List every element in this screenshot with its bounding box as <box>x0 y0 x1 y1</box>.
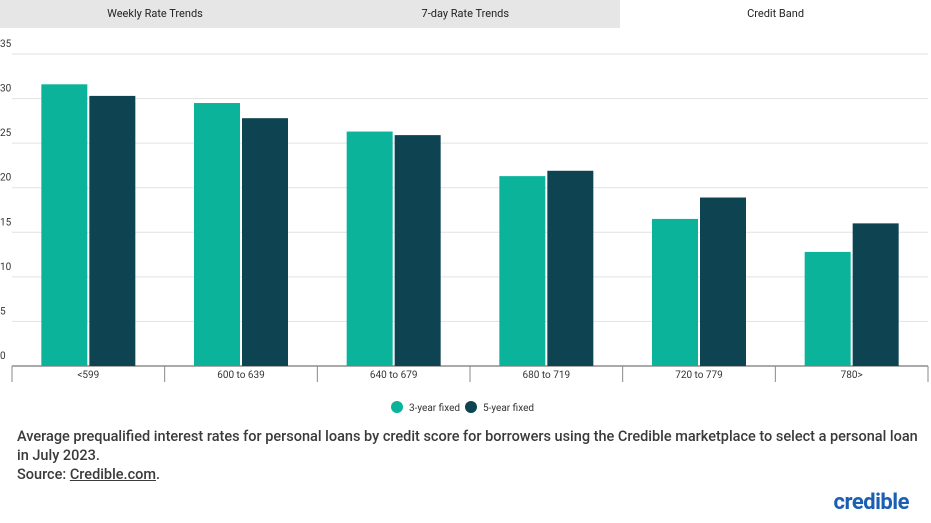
legend-swatch <box>391 401 403 413</box>
logo: credible <box>833 490 910 515</box>
y-tick-label: 10 <box>0 262 12 273</box>
caption-text: Average prequalified interest rates for … <box>17 428 918 464</box>
y-tick-label: 5 <box>0 306 6 317</box>
bar <box>852 223 899 366</box>
x-tick-label: 680 to 719 <box>523 370 571 381</box>
bar <box>652 218 698 366</box>
bar <box>547 170 594 366</box>
y-tick-label: 35 <box>0 39 12 50</box>
x-tick-label: 600 to 639 <box>217 370 265 381</box>
tab[interactable]: Credit Band <box>620 0 931 28</box>
y-tick-label: 20 <box>0 173 12 184</box>
tab[interactable]: Weekly Rate Trends <box>0 0 310 28</box>
y-tick-label: 15 <box>0 217 12 228</box>
x-tick-label: 720 to 779 <box>675 370 723 381</box>
caption: Average prequalified interest rates for … <box>17 427 922 484</box>
chart: 0 5 10 15 20 25 30 35 <599 600 to 639 640 to 679 68… <box>0 39 929 414</box>
x-tick-label: 640 to 679 <box>370 370 418 381</box>
tab[interactable]: 7-day Rate Trends <box>310 0 621 28</box>
source-link[interactable]: Credible.com <box>69 466 157 483</box>
x-tick-label: <599 <box>77 370 99 381</box>
source-end: . <box>156 466 161 483</box>
y-tick-label: 0 <box>0 351 6 362</box>
y-tick-label: 25 <box>0 128 12 139</box>
bar <box>346 131 393 366</box>
bar <box>700 197 746 366</box>
bar <box>242 118 288 366</box>
bar <box>89 95 136 366</box>
legend-swatch <box>465 401 477 413</box>
y-tick-label: 30 <box>0 84 12 95</box>
source-label: Source: <box>17 466 67 483</box>
x-tick-label: 780> <box>841 370 863 381</box>
bar <box>194 103 240 367</box>
bar <box>499 176 546 366</box>
bar <box>804 251 851 366</box>
legend-label: 5-year fixed <box>483 402 534 414</box>
legend-label: 3-year fixed <box>409 402 460 414</box>
bar <box>41 84 88 367</box>
bar <box>394 135 441 366</box>
